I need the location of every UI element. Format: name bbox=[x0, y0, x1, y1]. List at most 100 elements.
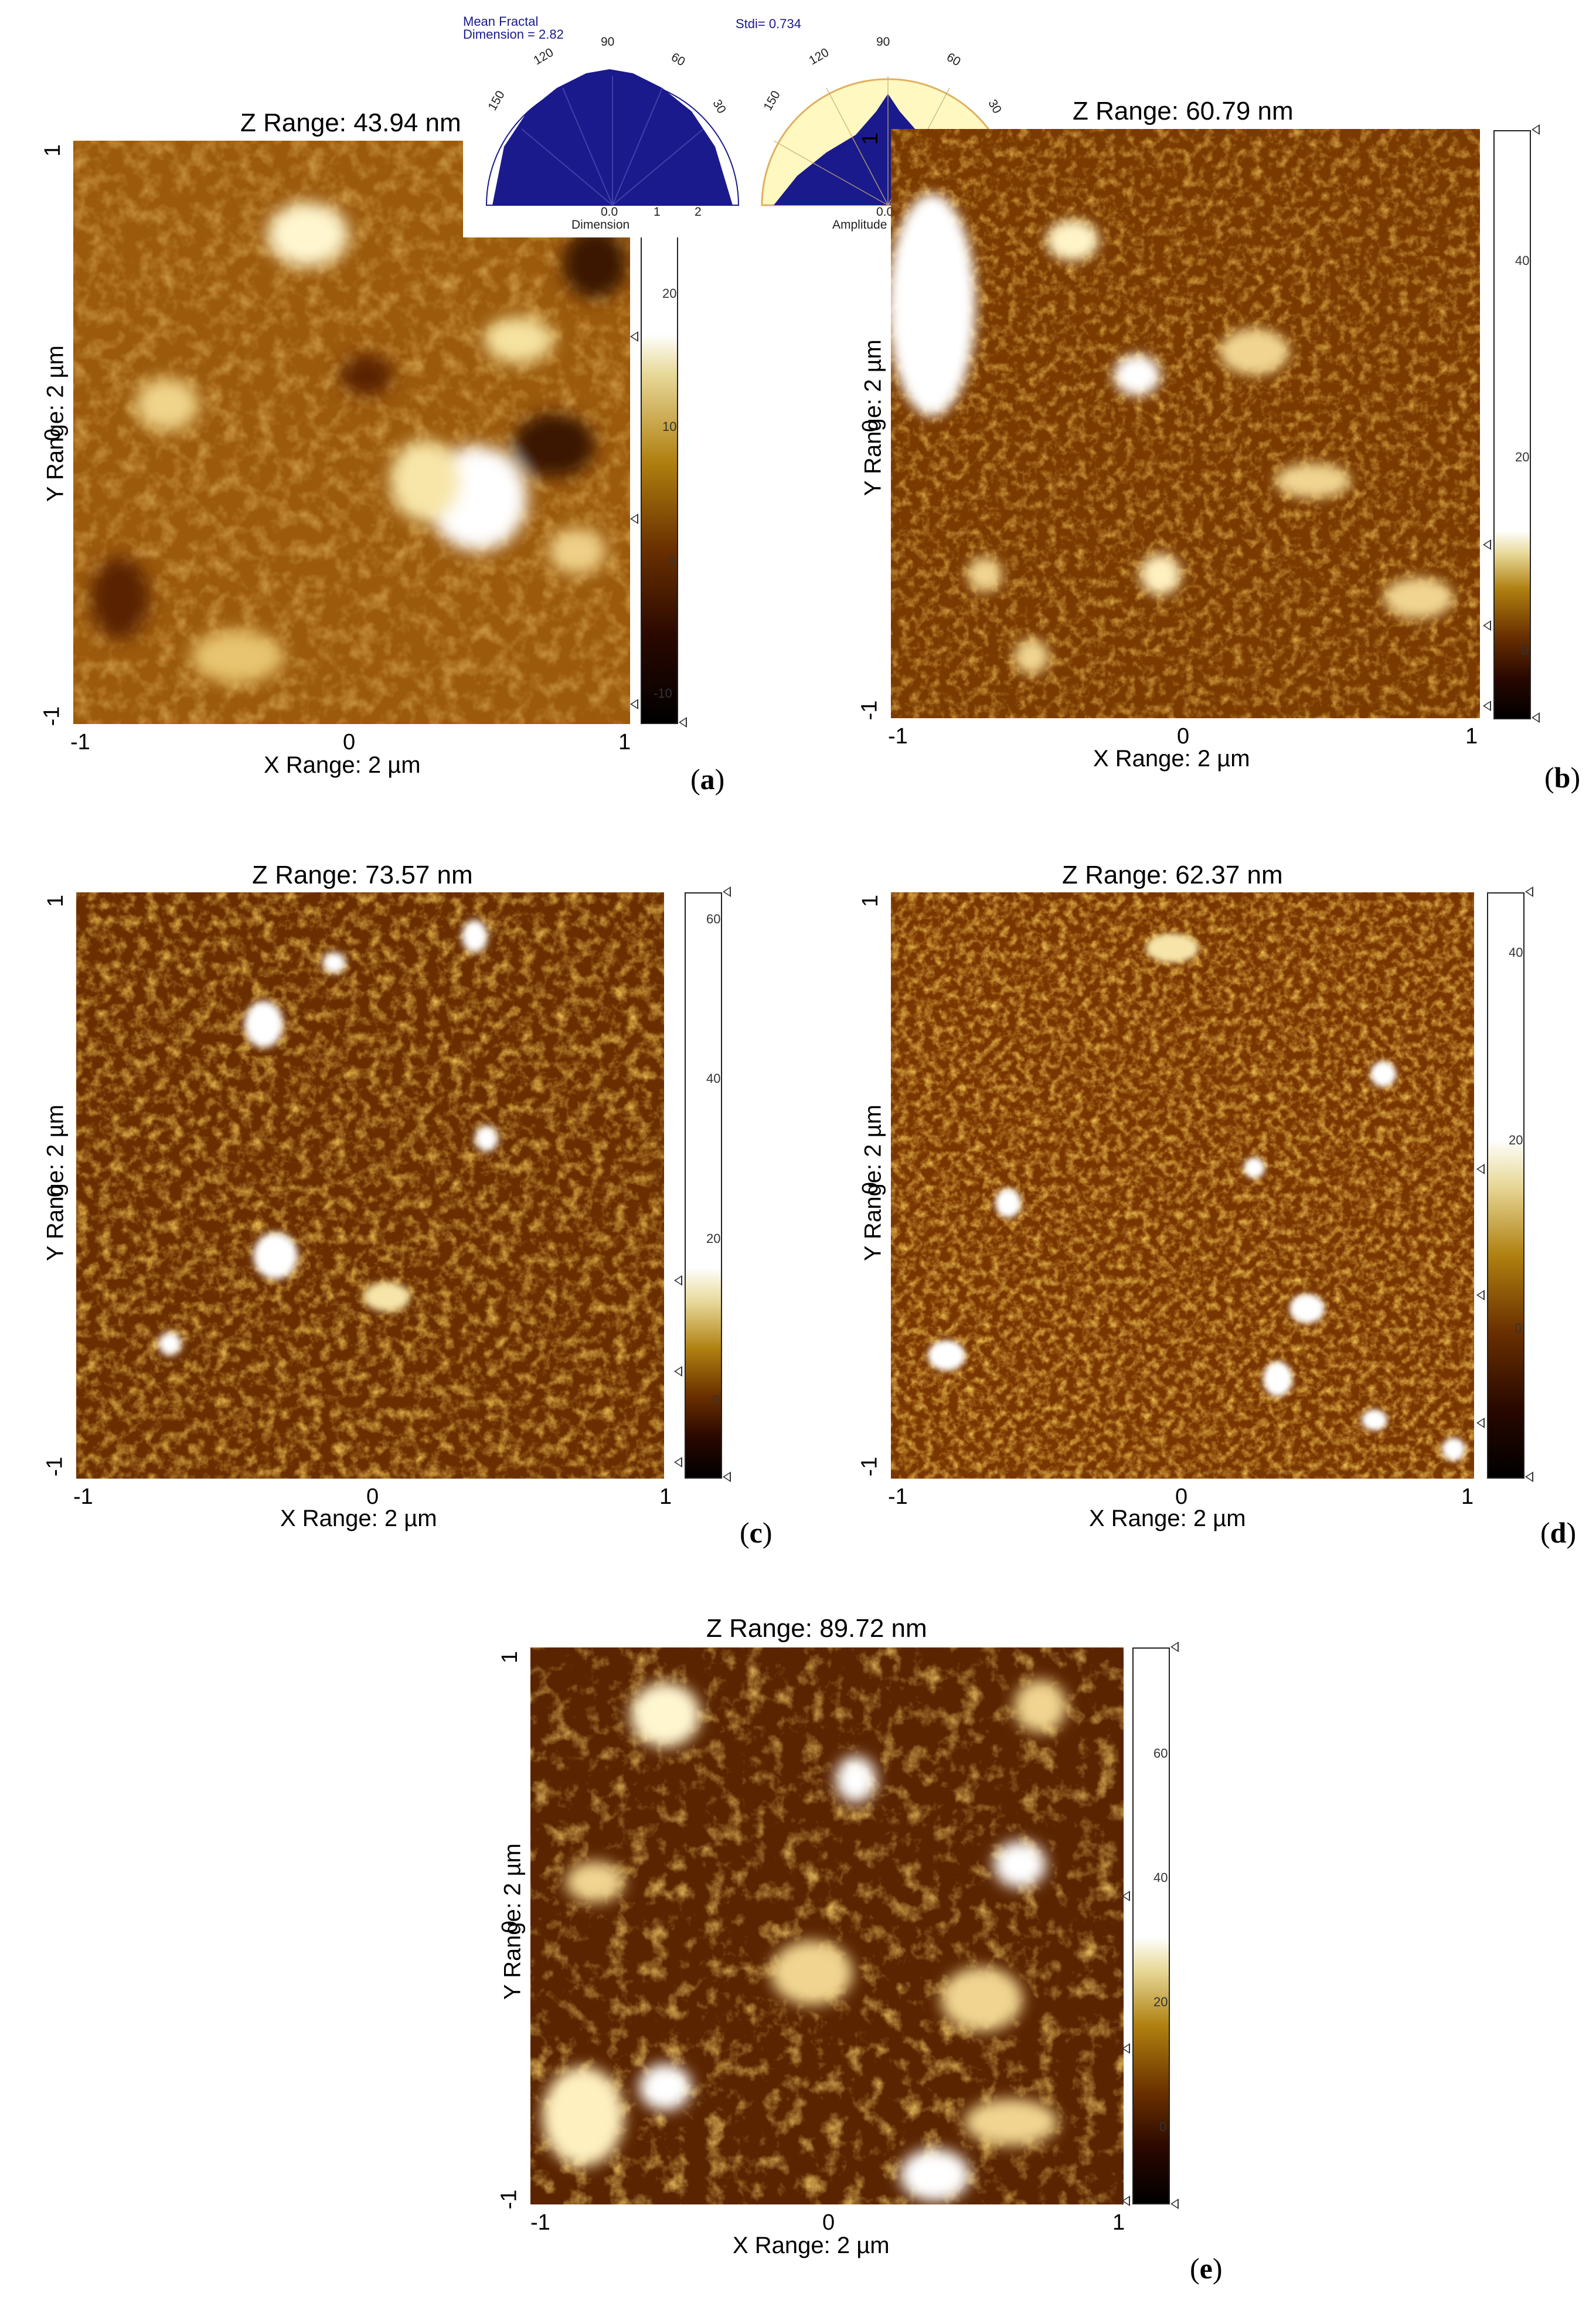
inset-fractal-label-2: Dimension = 2.82 bbox=[463, 27, 564, 42]
panel-e-x-tick: 0 bbox=[822, 2210, 835, 2235]
panel-d-x-tick: 1 bbox=[1461, 1484, 1474, 1509]
panel-e-x-range: X Range: 2 µm bbox=[733, 2233, 890, 2258]
panel-d-x-tick: -1 bbox=[888, 1484, 908, 1509]
panel-d-z-range: Z Range: 62.37 nm bbox=[1062, 861, 1283, 889]
panel-e-y-tick: 1 bbox=[498, 1650, 523, 1664]
dimension-rose-plot bbox=[485, 69, 740, 206]
panel-a-afm-surface bbox=[73, 141, 630, 724]
colorbar-marker-icon bbox=[1525, 886, 1533, 897]
panel-c-z-range: Z Range: 73.57 nm bbox=[252, 861, 473, 889]
inset-left-axis-tick: 2 bbox=[695, 205, 702, 219]
colorbar-marker-icon bbox=[723, 886, 731, 897]
colorbar-marker-icon bbox=[1170, 1642, 1179, 1652]
panel-a-cb-tick: 10 bbox=[662, 419, 677, 434]
panel-d-afm-image bbox=[891, 892, 1474, 1479]
panel-a-x-tick: 1 bbox=[618, 730, 631, 755]
panel-b-x-tick: 1 bbox=[1465, 724, 1478, 749]
colorbar-marker-icon bbox=[674, 1275, 682, 1286]
colorbar-marker-icon bbox=[1525, 1472, 1533, 1482]
panel-c-letter: (c) bbox=[740, 1516, 773, 1549]
colorbar-marker-icon bbox=[630, 699, 638, 709]
panel-e-y-range: Y Range: 2 µm bbox=[499, 1843, 526, 2000]
colorbar-marker-icon bbox=[1122, 1891, 1130, 1901]
panel-a-cb-tick: 0 bbox=[668, 554, 676, 569]
panel-b-z-range: Z Range: 60.79 nm bbox=[1073, 97, 1294, 125]
panel-e-cb-tick: 0 bbox=[1159, 2119, 1167, 2134]
panel-d-x-tick: 0 bbox=[1175, 1484, 1188, 1509]
inset-right-axis-tick: 0.0 bbox=[876, 205, 894, 219]
colorbar-marker-icon bbox=[1532, 124, 1540, 135]
colorbar-marker-icon bbox=[1476, 1418, 1485, 1428]
panel-c-x-tick: -1 bbox=[73, 1484, 93, 1509]
panel-c-cb-tick: 20 bbox=[706, 1231, 721, 1246]
panel-c-x-tick: 1 bbox=[659, 1484, 672, 1509]
panel-e-cb-tick: 60 bbox=[1153, 1746, 1168, 1761]
colorbar-marker-icon bbox=[674, 1366, 682, 1377]
panel-a-x-tick: 0 bbox=[343, 730, 356, 755]
panel-e-y-tick: -1 bbox=[496, 2189, 522, 2210]
panel-c-afm-image bbox=[76, 892, 664, 1479]
inset-left-axis-tick: 1 bbox=[654, 205, 661, 219]
panel-c-colorbar bbox=[685, 892, 722, 1479]
colorbar-marker-icon bbox=[630, 331, 638, 342]
panel-e-cb-tick: 40 bbox=[1153, 1870, 1168, 1885]
panel-c-x-range: X Range: 2 µm bbox=[280, 1506, 437, 1531]
colorbar-marker-icon bbox=[630, 514, 638, 524]
panel-a-y-range: Y Range: 2 µm bbox=[42, 345, 69, 502]
panel-b-y-tick: 1 bbox=[858, 132, 883, 145]
colorbar-marker-icon bbox=[1476, 1290, 1485, 1300]
panel-a-x-tick: -1 bbox=[70, 730, 90, 755]
panel-e-afm-image bbox=[530, 1647, 1124, 2204]
colorbar-marker-icon bbox=[1483, 620, 1491, 631]
panel-d-y-tick: 1 bbox=[858, 894, 883, 908]
panel-c-cb-tick: 60 bbox=[706, 912, 721, 926]
panel-d-colorbar bbox=[1487, 892, 1524, 1479]
panel-a-letter: (a) bbox=[690, 763, 725, 796]
panel-a-y-tick: -1 bbox=[39, 706, 64, 726]
panel-e-afm-surface bbox=[530, 1647, 1124, 2204]
panel-c-y-tick: 1 bbox=[43, 894, 69, 908]
panel-b-afm-image bbox=[891, 129, 1480, 718]
panel-a-z-range: Z Range: 43.94 nm bbox=[240, 108, 461, 137]
colorbar-marker-icon bbox=[1532, 712, 1540, 723]
panel-a-cb-tick: -10 bbox=[654, 686, 672, 701]
panel-b-cb-tick: 40 bbox=[1515, 253, 1530, 268]
panel-e-letter: (e) bbox=[1190, 2252, 1223, 2285]
colorbar-marker-icon bbox=[1122, 2196, 1130, 2206]
colorbar-marker-icon bbox=[1483, 701, 1491, 711]
panel-b-x-tick: -1 bbox=[888, 724, 908, 749]
panel-b-cb-tick: 20 bbox=[1515, 450, 1530, 464]
panel-e-x-tick: 1 bbox=[1112, 2210, 1125, 2235]
panel-a-cb-tick: 20 bbox=[662, 286, 677, 301]
panel-b-y-tick: -1 bbox=[857, 700, 882, 721]
fractal-inset: Mean Fractal Dimension = 2.82 Stdi= 0.73… bbox=[463, 6, 1032, 237]
panel-c-x-tick: 0 bbox=[366, 1484, 379, 1509]
panel-e-z-range: Z Range: 89.72 nm bbox=[706, 1614, 927, 1643]
colorbar-marker-icon bbox=[723, 1472, 731, 1482]
inset-left-axis-label: Dimension bbox=[571, 218, 630, 232]
panel-b-x-range: X Range: 2 µm bbox=[1093, 746, 1250, 772]
panel-d-y-range: Y Range: 2 µm bbox=[860, 1105, 886, 1261]
colorbar-marker-icon bbox=[1483, 539, 1491, 550]
panel-d-cb-tick: 0 bbox=[1515, 1321, 1522, 1336]
panel-c-cb-tick: 0 bbox=[712, 1392, 720, 1407]
colorbar-marker-icon bbox=[679, 717, 687, 728]
inset-stdi-label: Stdi= 0.734 bbox=[736, 16, 801, 31]
inset-fractal-label-1: Mean Fractal bbox=[463, 14, 539, 29]
panel-b-cb-tick: 0 bbox=[1521, 643, 1529, 658]
panel-b-afm-surface bbox=[891, 129, 1480, 718]
inset-left-angle: 90 bbox=[601, 35, 615, 49]
panel-c-y-tick: -1 bbox=[42, 1456, 67, 1477]
panel-d-afm-surface bbox=[891, 892, 1474, 1479]
panel-e-cb-tick: 20 bbox=[1153, 1995, 1168, 2009]
panel-c-cb-tick: 40 bbox=[706, 1071, 721, 1086]
panel-d-letter: (d) bbox=[1540, 1516, 1577, 1549]
panel-e-x-tick: -1 bbox=[530, 2210, 550, 2235]
colorbar-marker-icon bbox=[674, 1457, 682, 1467]
inset-right-angle: 90 bbox=[876, 35, 890, 49]
colorbar-marker-icon bbox=[1476, 1164, 1485, 1174]
panel-b-y-range: Y Range: 2 µm bbox=[860, 339, 886, 496]
colorbar-marker-icon bbox=[1170, 2199, 1179, 2209]
panel-b-x-tick: 0 bbox=[1177, 724, 1190, 749]
panel-b-colorbar bbox=[1493, 130, 1531, 719]
